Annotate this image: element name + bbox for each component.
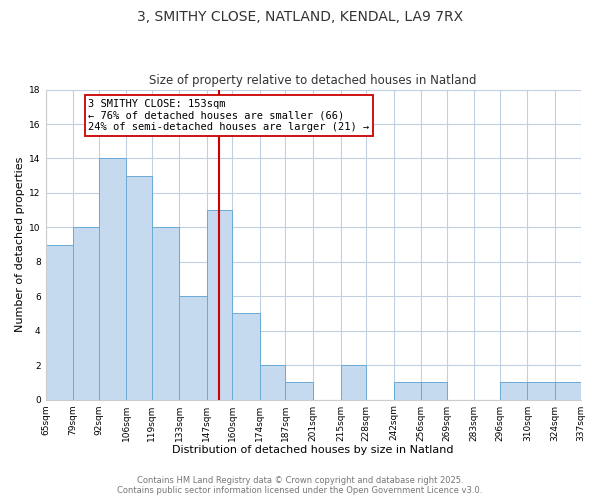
Bar [286,382,313,400]
Y-axis label: Number of detached properties: Number of detached properties [15,157,25,332]
Bar [421,382,447,400]
Bar [179,296,207,400]
Bar [73,228,98,400]
Bar [46,244,73,400]
Bar [527,382,555,400]
Bar [555,382,581,400]
Bar [341,365,366,400]
Bar [500,382,527,400]
Text: 3, SMITHY CLOSE, NATLAND, KENDAL, LA9 7RX: 3, SMITHY CLOSE, NATLAND, KENDAL, LA9 7R… [137,10,463,24]
Bar [126,176,152,400]
Bar [232,314,260,400]
X-axis label: Distribution of detached houses by size in Natland: Distribution of detached houses by size … [172,445,454,455]
Bar [152,228,179,400]
Title: Size of property relative to detached houses in Natland: Size of property relative to detached ho… [149,74,477,87]
Text: Contains HM Land Registry data © Crown copyright and database right 2025.
Contai: Contains HM Land Registry data © Crown c… [118,476,482,495]
Bar [207,210,232,400]
Bar [394,382,421,400]
Text: 3 SMITHY CLOSE: 153sqm
← 76% of detached houses are smaller (66)
24% of semi-det: 3 SMITHY CLOSE: 153sqm ← 76% of detached… [88,99,370,132]
Bar [98,158,126,400]
Bar [260,365,286,400]
